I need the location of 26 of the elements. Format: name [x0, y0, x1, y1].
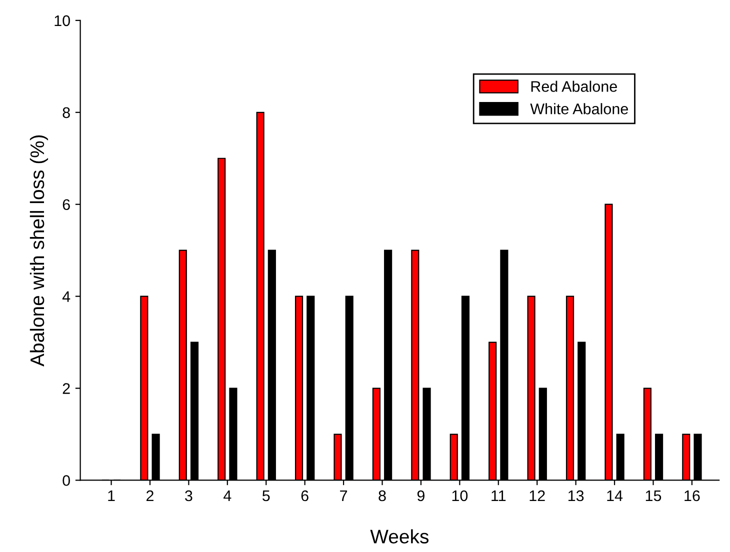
- x-tick-label: 12: [530, 490, 545, 502]
- y-tick-label: 10: [54, 15, 70, 26]
- y-tick-label: 6: [62, 199, 70, 210]
- x-tick-label: 8: [378, 490, 386, 502]
- x-tick-label: 7: [340, 490, 348, 502]
- y-tick-label: 2: [62, 383, 70, 394]
- x-tick-label: 10: [452, 490, 468, 502]
- x-tick-label: 13: [568, 490, 584, 502]
- x-axis-title: Weeks: [370, 529, 429, 544]
- x-tick-label: 11: [492, 490, 506, 502]
- x-tick-label: 5: [262, 490, 270, 502]
- x-tick-label: 16: [684, 490, 700, 502]
- y-tick-label: 0: [62, 475, 70, 486]
- x-tick-label: 9: [417, 490, 424, 502]
- x-tick-label: 4: [224, 490, 232, 502]
- x-tick-label: 3: [185, 490, 192, 502]
- y-axis-title: Abalone with shell loss (%): [30, 135, 48, 366]
- x-tick-label: 2: [146, 490, 154, 502]
- x-tick-label: 15: [646, 490, 662, 502]
- x-tick-label: 6: [301, 490, 308, 502]
- legend-label: Red Abalone: [531, 80, 617, 92]
- y-tick-label: 8: [62, 107, 70, 118]
- x-tick-label: 1: [108, 490, 115, 502]
- y-tick-label: 4: [62, 291, 70, 302]
- x-tick-label: 14: [607, 490, 623, 502]
- legend-label: White Abalone: [530, 103, 628, 114]
